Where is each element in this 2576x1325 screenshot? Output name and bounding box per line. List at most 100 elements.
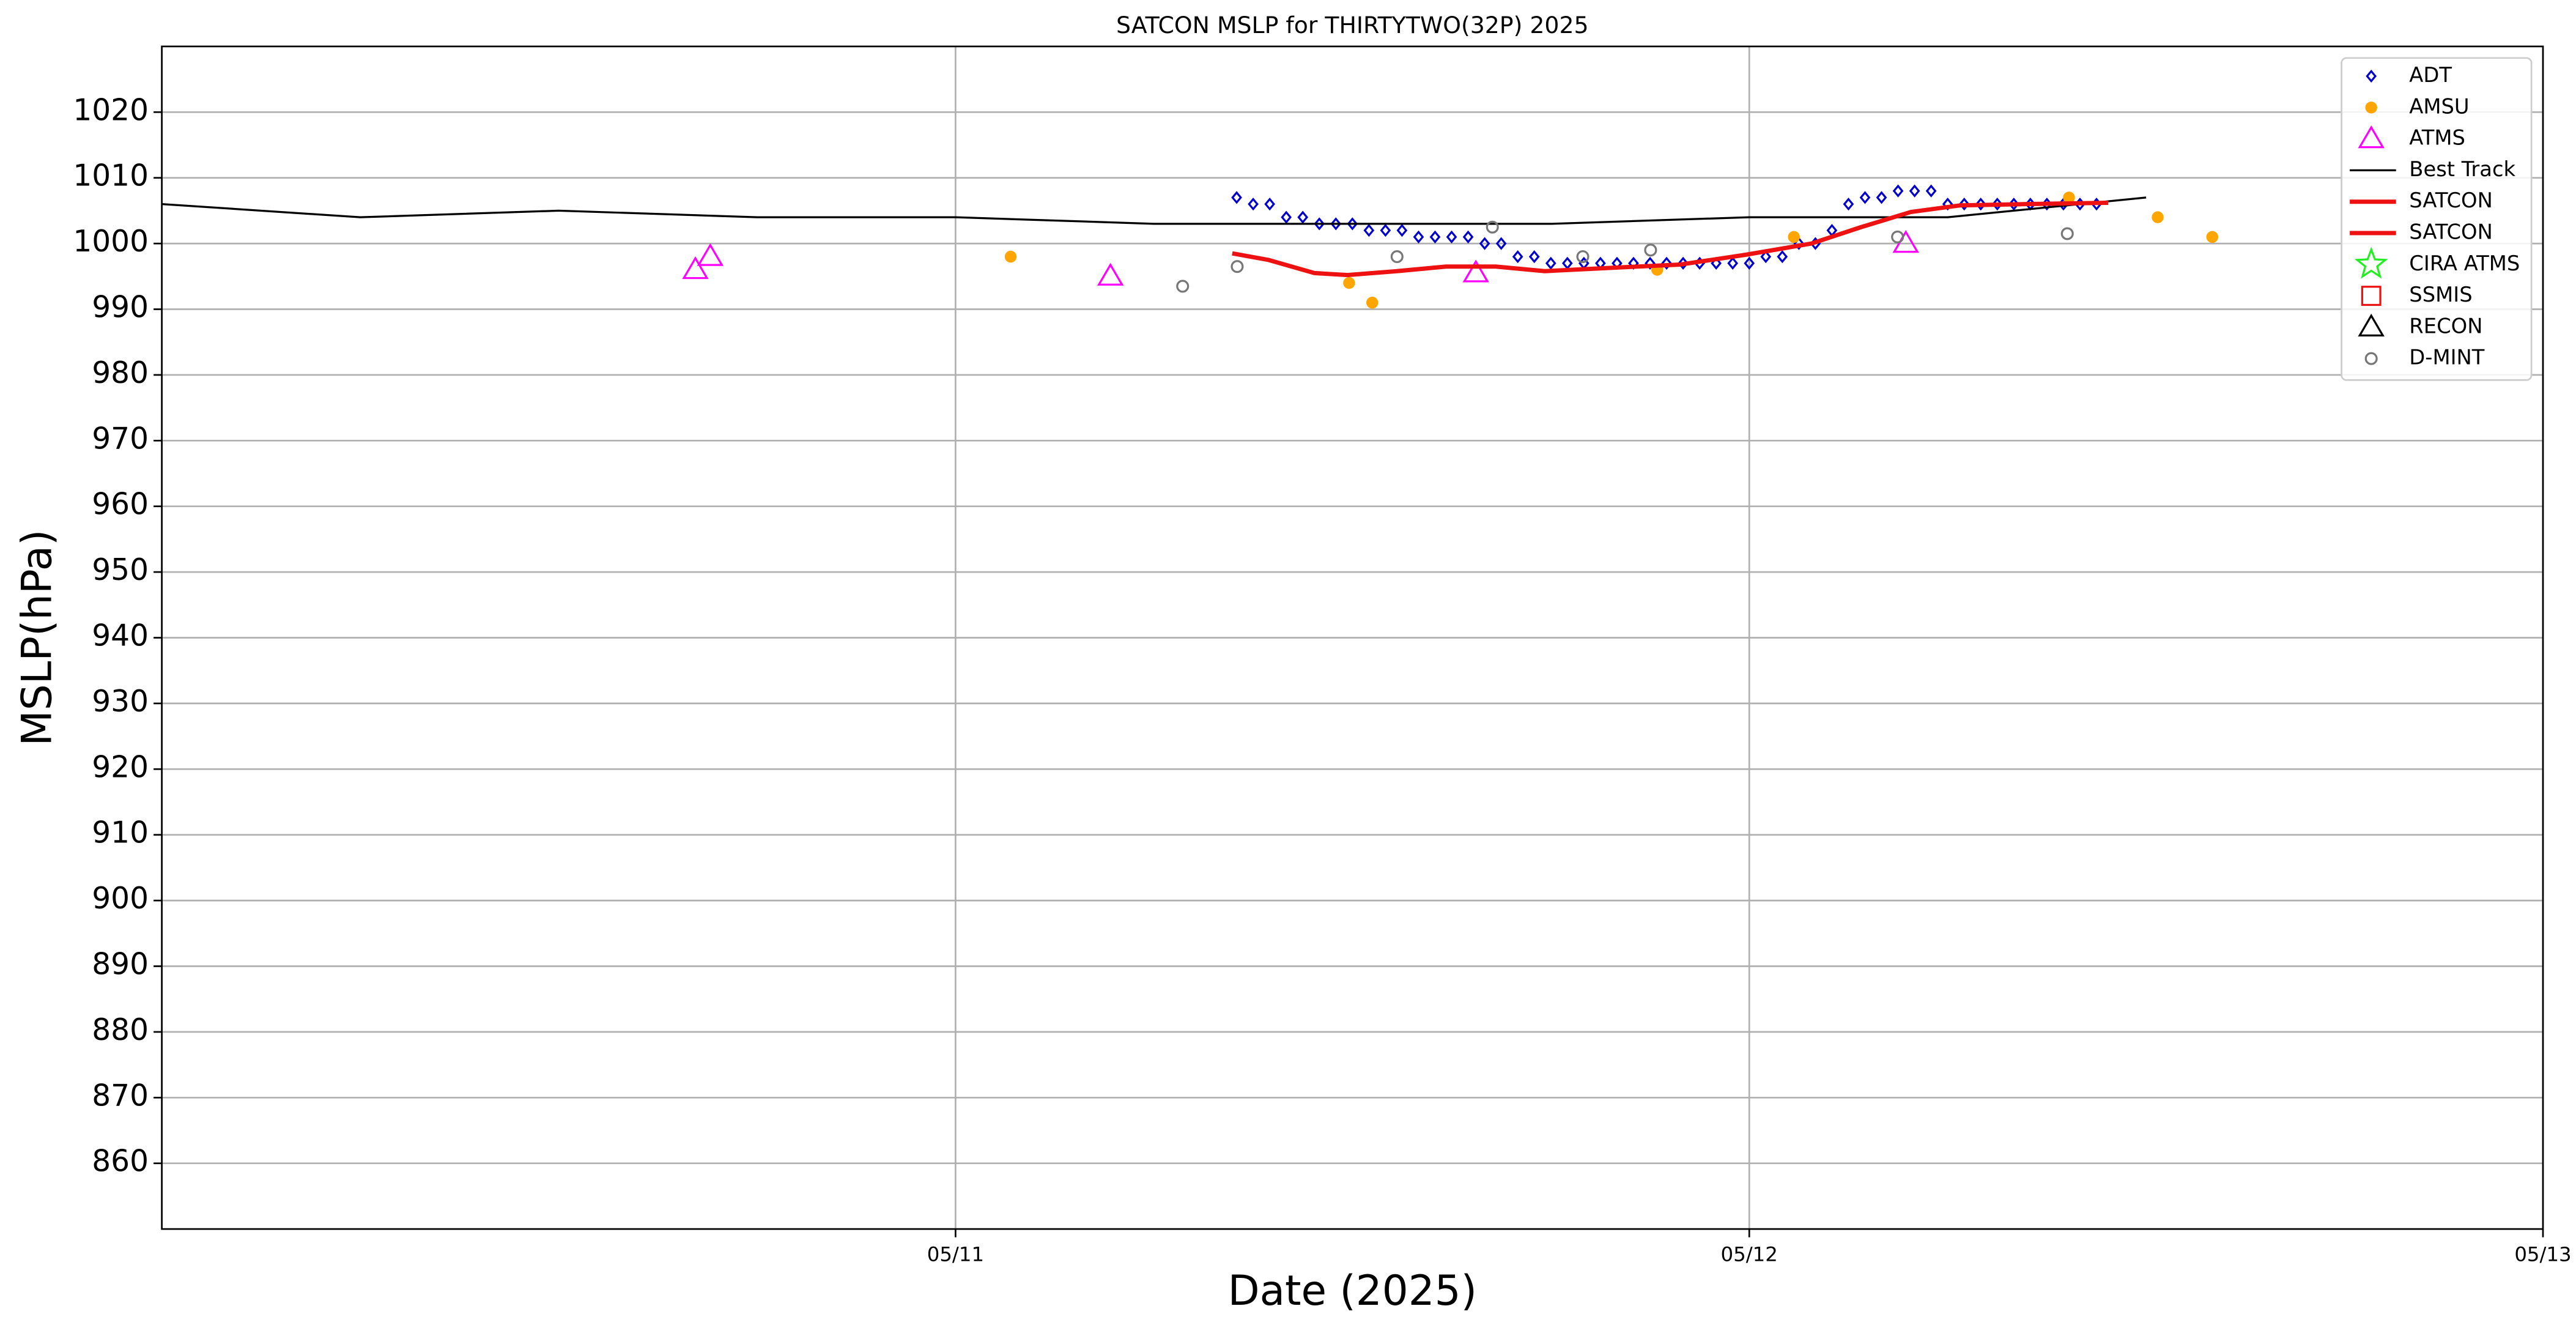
diamond-marker: [1760, 250, 1772, 264]
y-tick-label: 910: [92, 816, 149, 850]
diamond-marker: [1661, 256, 1672, 270]
legend-swatch: [2365, 102, 2377, 114]
circle-marker: [1644, 243, 1657, 257]
diamond-marker: [1727, 256, 1739, 270]
diamond-marker: [1314, 217, 1325, 231]
diamond-marker: [1281, 210, 1292, 224]
legend-swatch: [2364, 352, 2378, 365]
diamond-marker: [1297, 210, 1309, 224]
circle-marker: [2152, 211, 2164, 223]
legend-label: AMSU: [2409, 94, 2469, 118]
y-tick-label: 940: [92, 619, 149, 653]
legend-label: SATCON: [2409, 188, 2493, 212]
y-tick-label: 950: [92, 553, 149, 587]
circle-marker: [1231, 260, 1244, 273]
x-tick-label: 05/11: [927, 1242, 984, 1266]
series-line: [161, 196, 2147, 225]
y-tick-label: 860: [92, 1145, 149, 1179]
x-tick-label: 05/12: [1721, 1242, 1778, 1266]
diamond-marker: [1363, 223, 1375, 237]
y-tick-label: 1010: [73, 159, 149, 193]
diamond-marker: [1429, 230, 1441, 243]
circle-marker: [2206, 231, 2218, 243]
y-tick-label: 980: [92, 356, 149, 390]
legend-label: CIRA ATMS: [2409, 251, 2520, 275]
diamond-marker: [1545, 256, 1556, 270]
diamond-marker: [1495, 237, 1507, 250]
y-tick-label: 1020: [73, 93, 149, 127]
circle-marker: [1366, 297, 1379, 309]
legend-box: [2341, 57, 2533, 381]
circle-marker: [1343, 277, 1355, 289]
legend-label: RECON: [2409, 314, 2482, 338]
diamond-marker: [1777, 250, 1788, 264]
triangle-marker: [697, 243, 724, 266]
diamond-marker: [1892, 184, 1904, 198]
diamond-marker: [1512, 250, 1523, 264]
y-tick-label: 900: [92, 881, 149, 916]
diamond-marker: [1975, 198, 1986, 211]
legend-label: SATCON: [2409, 220, 2493, 244]
legend-label: D-MINT: [2409, 346, 2484, 369]
circle-marker: [1176, 280, 1190, 293]
diamond-marker: [1380, 223, 1391, 237]
diamond-marker: [1925, 184, 1937, 198]
y-axis-label: MSLP(hPa): [12, 530, 61, 746]
y-tick-label: 1000: [73, 225, 149, 259]
y-tick-label: 990: [92, 290, 149, 324]
diamond-marker: [1248, 198, 1259, 211]
diamond-marker: [1645, 256, 1656, 270]
circle-marker: [1004, 250, 1017, 263]
circle-marker: [1576, 250, 1590, 264]
diamond-marker: [1859, 191, 1871, 204]
diamond-marker: [1396, 223, 1408, 237]
circle-marker: [2063, 191, 2075, 204]
x-tick-label: 05/13: [2514, 1242, 2571, 1266]
diamond-marker: [1347, 217, 1358, 231]
circle-marker: [1390, 250, 1404, 264]
legend-swatch: [2358, 313, 2385, 337]
diamond-marker: [1843, 198, 1854, 211]
y-tick-label: 880: [92, 1013, 149, 1047]
diamond-marker: [1330, 217, 1342, 231]
y-tick-label: 890: [92, 948, 149, 982]
legend-label: SSMIS: [2409, 283, 2472, 306]
circle-marker: [1486, 220, 1499, 234]
legend-label: ADT: [2409, 63, 2452, 87]
legend: ADT AMSU ATMS Best Track SATCON SATCON CIRA AT…: [2341, 57, 2533, 381]
legend-swatch: [2354, 247, 2388, 279]
plot-frame: [161, 45, 2544, 1230]
circle-marker: [1891, 230, 1904, 243]
circle-marker: [2060, 227, 2074, 240]
triangle-marker: [682, 256, 709, 280]
y-tick-label: 870: [92, 1078, 149, 1113]
legend-swatch: [2366, 69, 2377, 83]
diamond-marker: [1462, 230, 1474, 243]
diamond-marker: [1264, 198, 1275, 211]
diamond-marker: [1958, 198, 1970, 211]
diamond-marker: [1909, 184, 1920, 198]
triangle-marker: [1462, 259, 1489, 283]
y-tick-label: 960: [92, 488, 149, 522]
legend-swatch: [2361, 286, 2382, 306]
x-axis-label: Date (2025): [1228, 1266, 1477, 1315]
legend-label: ATMS: [2409, 126, 2465, 150]
y-tick-label: 930: [92, 685, 149, 719]
triangle-marker: [1097, 262, 1124, 286]
diamond-marker: [1528, 250, 1540, 264]
y-tick-label: 970: [92, 421, 149, 456]
diamond-marker: [1413, 230, 1424, 243]
chart-title: SATCON MSLP for THIRTYTWO(32P) 2025: [1116, 12, 1589, 39]
diamond-marker: [1744, 256, 1755, 270]
diamond-marker: [1876, 191, 1887, 204]
y-tick-label: 920: [92, 750, 149, 784]
diamond-marker: [1446, 230, 1457, 243]
circle-marker: [1788, 231, 1800, 243]
diamond-marker: [1991, 198, 2003, 211]
series-line: [1232, 200, 2108, 278]
legend-label: Best Track: [2409, 157, 2515, 181]
diamond-marker: [1231, 191, 1242, 204]
